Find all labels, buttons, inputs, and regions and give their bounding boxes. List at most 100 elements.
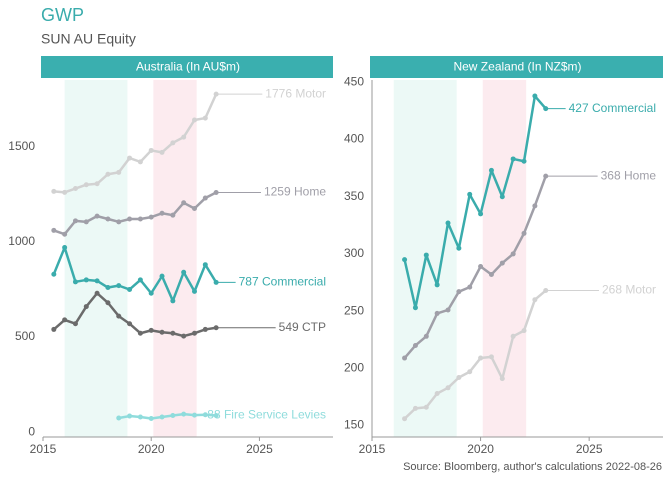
data-point bbox=[456, 375, 462, 380]
data-point bbox=[137, 414, 143, 420]
data-point bbox=[510, 156, 516, 162]
data-point bbox=[127, 155, 133, 161]
data-point bbox=[116, 219, 122, 225]
data-point bbox=[478, 355, 484, 361]
data-point bbox=[478, 264, 484, 270]
y-tick-label: 300 bbox=[344, 246, 364, 260]
data-point bbox=[532, 297, 538, 303]
data-point bbox=[202, 195, 208, 201]
data-point bbox=[456, 245, 462, 251]
y-tick-label: 350 bbox=[344, 189, 364, 203]
data-point bbox=[51, 271, 57, 277]
series-end-label: 1259 Home bbox=[264, 185, 326, 199]
data-point bbox=[159, 414, 165, 420]
data-point bbox=[202, 115, 208, 121]
data-point bbox=[499, 260, 505, 266]
y-tick-label: 1500 bbox=[8, 139, 35, 153]
x-tick-label: 2020 bbox=[467, 442, 494, 456]
data-point bbox=[434, 310, 440, 316]
data-point bbox=[412, 342, 418, 348]
panel-title: New Zealand (In NZ$m) bbox=[453, 60, 581, 74]
data-point bbox=[127, 286, 133, 292]
data-point bbox=[191, 288, 197, 294]
series-end-label: 88 Fire Service Levies bbox=[207, 408, 326, 422]
y-tick-label: 200 bbox=[344, 361, 364, 375]
data-point bbox=[191, 330, 197, 336]
data-point bbox=[488, 167, 494, 173]
data-point bbox=[62, 317, 68, 323]
data-point bbox=[412, 405, 418, 411]
data-point bbox=[423, 333, 429, 339]
data-point bbox=[488, 272, 494, 278]
data-point bbox=[105, 300, 111, 306]
series-end-label: 368 Home bbox=[601, 168, 657, 182]
data-point bbox=[159, 329, 165, 335]
data-point bbox=[445, 385, 451, 391]
y-tick-label: 250 bbox=[344, 303, 364, 317]
data-point bbox=[148, 214, 154, 220]
data-point bbox=[94, 213, 100, 219]
data-point bbox=[170, 212, 176, 218]
data-point bbox=[170, 330, 176, 336]
data-point bbox=[521, 158, 527, 164]
data-point bbox=[94, 181, 100, 187]
data-point bbox=[83, 219, 89, 225]
data-point bbox=[116, 415, 122, 421]
data-point bbox=[510, 333, 516, 339]
data-point bbox=[202, 412, 208, 418]
data-point bbox=[181, 269, 187, 275]
data-point bbox=[202, 326, 208, 332]
data-point bbox=[94, 278, 100, 284]
data-point bbox=[521, 230, 527, 236]
data-point bbox=[159, 210, 165, 216]
series-line bbox=[118, 412, 217, 420]
data-point bbox=[181, 411, 187, 417]
x-tick-label: 2020 bbox=[138, 442, 165, 456]
data-point bbox=[423, 404, 429, 410]
data-point bbox=[137, 330, 143, 336]
data-point bbox=[488, 354, 494, 360]
data-point bbox=[137, 216, 143, 222]
data-point bbox=[148, 416, 154, 422]
series-line bbox=[52, 246, 218, 303]
data-point bbox=[51, 188, 57, 194]
data-point bbox=[181, 200, 187, 206]
data-point bbox=[499, 376, 505, 382]
data-point bbox=[83, 182, 89, 188]
data-point bbox=[116, 313, 122, 319]
data-point bbox=[116, 283, 122, 289]
data-point bbox=[532, 93, 538, 99]
shaded-period bbox=[64, 80, 128, 437]
series-line bbox=[53, 93, 218, 194]
data-point bbox=[127, 413, 133, 419]
panel-header bbox=[41, 56, 333, 78]
data-point bbox=[148, 327, 154, 333]
data-point bbox=[191, 412, 197, 418]
series-line bbox=[403, 175, 547, 359]
data-point bbox=[127, 216, 133, 222]
data-point bbox=[181, 333, 187, 339]
data-point bbox=[127, 321, 133, 327]
y-tick-label: 1000 bbox=[8, 234, 35, 248]
data-point bbox=[62, 189, 68, 195]
series-line bbox=[53, 191, 217, 236]
data-point bbox=[445, 220, 451, 226]
series-line bbox=[52, 291, 217, 338]
data-point bbox=[402, 416, 408, 422]
y-tick-label: 450 bbox=[344, 74, 364, 88]
data-point bbox=[51, 227, 57, 233]
data-point bbox=[191, 206, 197, 212]
data-point bbox=[423, 252, 429, 258]
y-tick-label: 500 bbox=[15, 329, 35, 343]
data-point bbox=[170, 140, 176, 146]
data-point bbox=[62, 245, 68, 251]
data-point bbox=[83, 304, 89, 310]
shaded-period bbox=[153, 80, 197, 437]
data-point bbox=[467, 284, 473, 290]
data-point bbox=[72, 321, 78, 327]
data-point bbox=[510, 251, 516, 257]
data-point bbox=[83, 277, 89, 283]
data-point bbox=[62, 231, 68, 237]
data-point bbox=[170, 412, 176, 418]
series-end-label: 268 Motor bbox=[602, 283, 656, 297]
